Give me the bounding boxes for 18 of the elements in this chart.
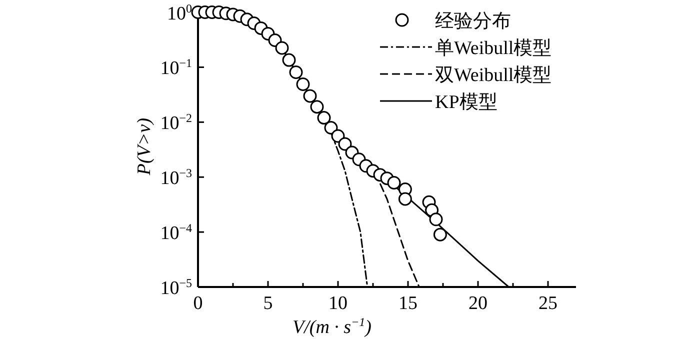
legend-label: 单Weibull模型	[435, 38, 552, 59]
y-tick-label: 10$^{−4}$	[160, 221, 192, 244]
x-tick-label: 5	[263, 293, 273, 314]
x-tick-label: 25	[538, 293, 558, 314]
legend-label: 经验分布	[435, 11, 511, 32]
y-tick-label: 10$^{−2}$	[160, 111, 192, 134]
y-axis-title: P(V>v)	[134, 118, 155, 176]
x-tick-label: 15	[398, 293, 418, 314]
y-tick-label: 10$^{0}$	[167, 1, 192, 24]
y-tick-label: 10$^{−3}$	[160, 166, 192, 190]
x-tick-label: 20	[468, 293, 488, 314]
x-tick-label: 10	[328, 293, 348, 314]
legend-label: 双Weibull模型	[435, 65, 552, 86]
x-axis-title: V/(m · s$^{−1}$)	[292, 315, 372, 338]
y-tick-label: 10$^{−1}$	[160, 56, 192, 80]
x-tick-label: 0	[193, 293, 203, 314]
legend-label: KP模型	[435, 92, 498, 113]
y-tick-label: 10$^{−5}$	[160, 276, 192, 299]
